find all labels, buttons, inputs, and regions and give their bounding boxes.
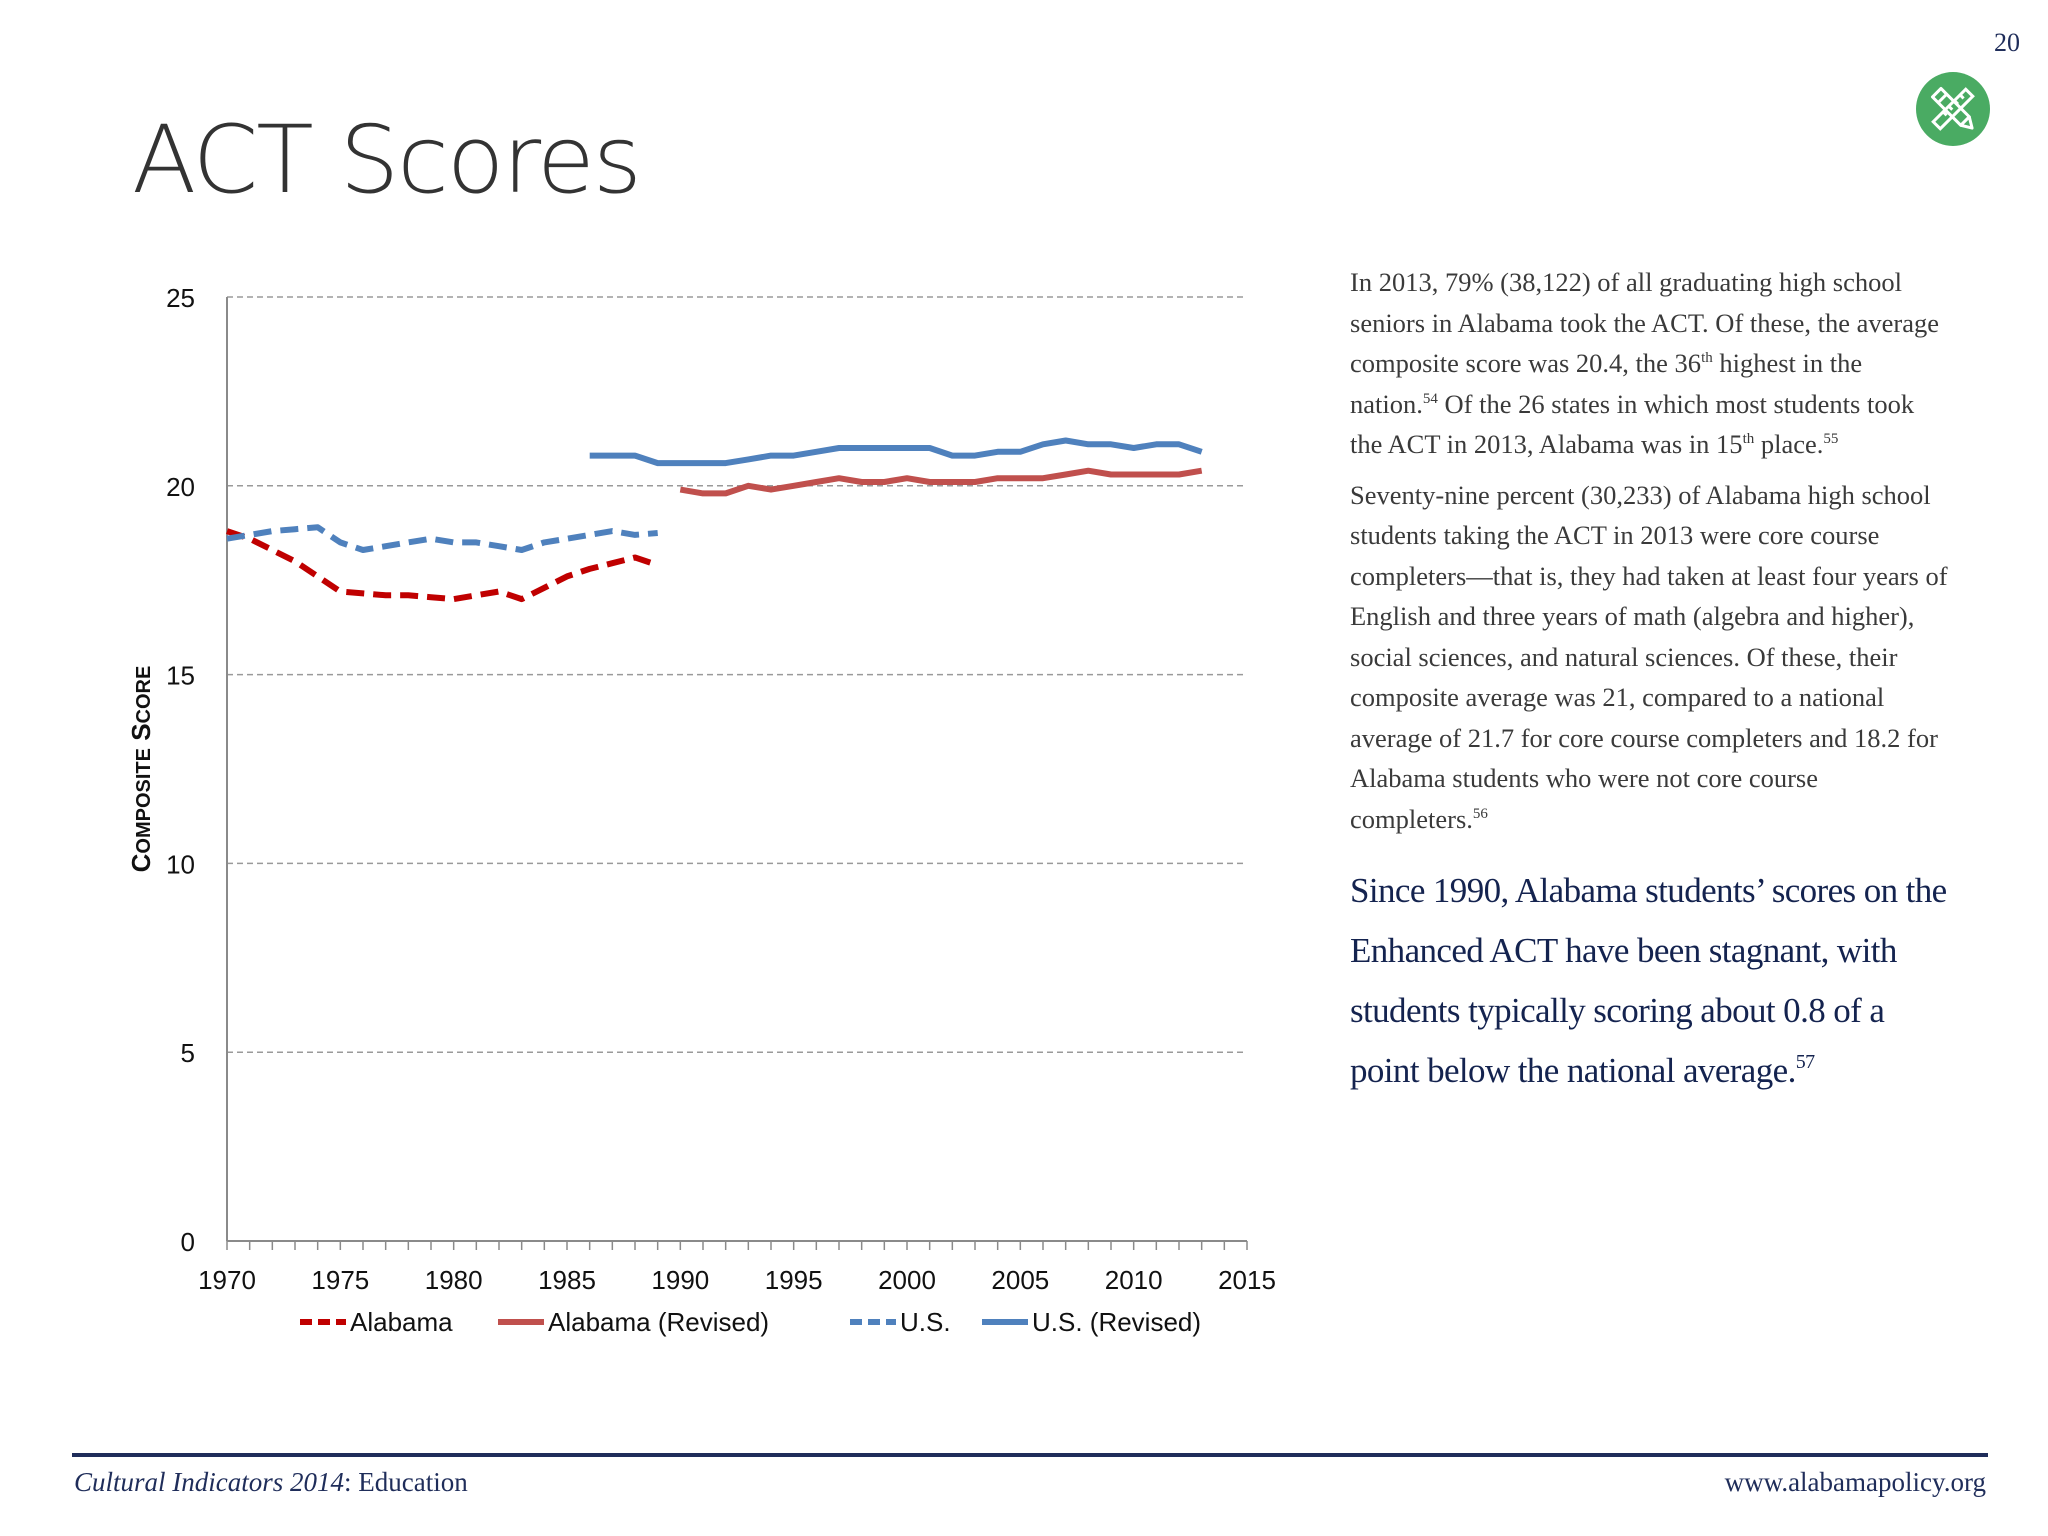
x-tick-label: 1995 [765,1265,823,1295]
legend-label-0: Alabama [350,1307,453,1337]
page-title: ACT Scores [132,106,642,215]
footer-publication: Cultural Indicators 2014: Education [74,1467,468,1497]
pencil-ruler-icon [1930,86,1975,131]
footer-website: www.alabamapolicy.org [1724,1467,1986,1497]
series-line-3 [589,437,1203,467]
y-tick-label: 5 [181,1038,195,1068]
section-badge [1916,72,1990,146]
x-tick-label: 1990 [651,1265,709,1295]
series-line-1 [679,467,1203,497]
x-tick-label: 2010 [1105,1265,1163,1295]
series-line-0 [226,528,659,603]
x-tick-label: 2005 [991,1265,1049,1295]
x-tick-label: 2015 [1218,1265,1276,1295]
footer-divider [72,1453,1988,1457]
y-axis-label: COMPOSITE SCORE [126,666,156,873]
page-number: 20 [1994,28,2020,57]
y-tick-label: 10 [166,849,195,879]
paragraph-core-completers: Seventy-nine percent (30,233) of Alabama… [1350,479,1948,834]
y-tick-label: 0 [181,1227,195,1257]
x-tick-label: 1970 [198,1265,256,1295]
x-tick-label: 1975 [311,1265,369,1295]
series-line-2 [226,524,658,553]
legend-label-2: U.S. [900,1307,951,1337]
paragraph-participation: In 2013, 79% (38,122) of all graduating … [1350,267,1939,459]
x-tick-label: 1980 [425,1265,483,1295]
legend-label-3: U.S. (Revised) [1032,1307,1201,1337]
x-tick-label: 1985 [538,1265,596,1295]
x-tick-label: 2000 [878,1265,936,1295]
legend-label-1: Alabama (Revised) [548,1307,769,1337]
y-tick-label: 20 [166,472,195,502]
act-scores-chart: 0 5 10 15 20 25 1970 1975 1980 1985 1990 1995 2000 20… [126,283,1276,1337]
y-tick-label: 15 [166,661,195,691]
text-column: In 2013, 79% (38,122) of all graduating … [1350,262,1950,1111]
callout-quote: Since 1990, Alabama students’ scores on … [1350,871,1947,1090]
y-tick-label: 25 [166,283,195,313]
